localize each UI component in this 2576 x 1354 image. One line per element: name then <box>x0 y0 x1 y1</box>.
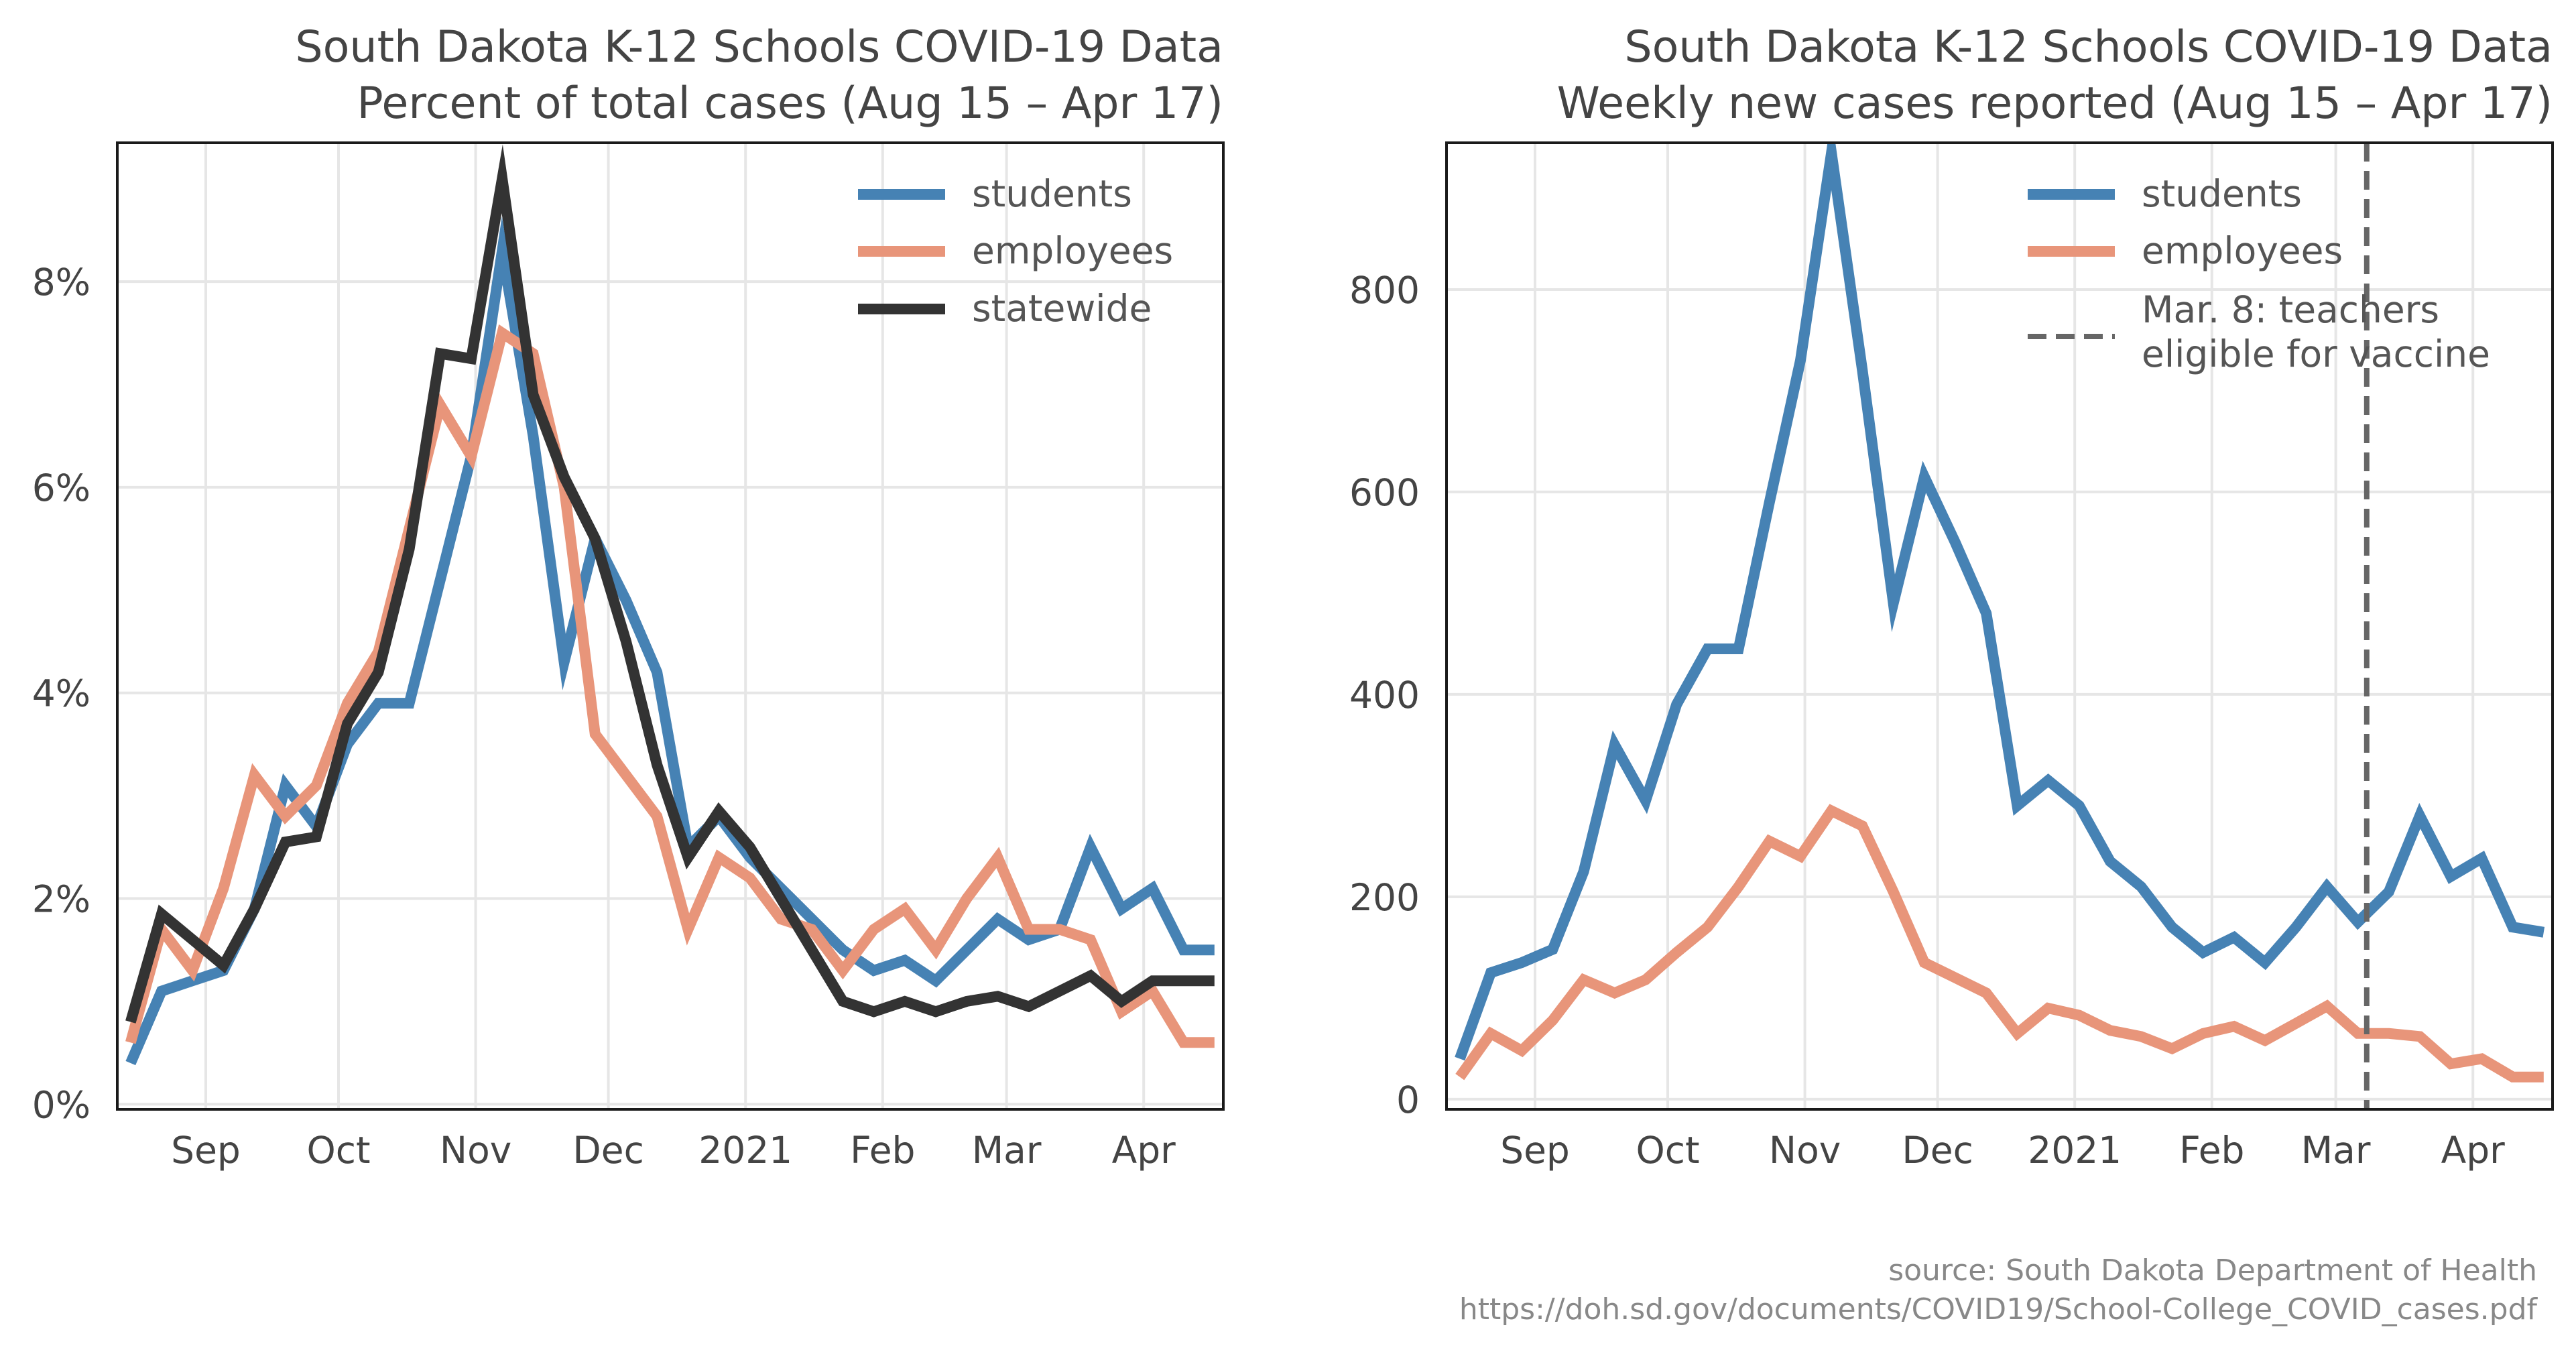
y-tick-label: 400 <box>1349 674 1420 717</box>
x-tick-label: Oct <box>306 1129 370 1172</box>
right-chart-legend: students employees Mar. 8: teachers elig… <box>2028 172 2490 375</box>
legend-label-vaccine-line-1: Mar. 8: teachers <box>2142 288 2439 331</box>
left-chart-legend: students employees statewide <box>858 172 1173 330</box>
y-tick-label: 8% <box>32 261 90 304</box>
legend-label-statewide: statewide <box>972 287 1152 330</box>
source-url: https://doh.sd.gov/documents/COVID19/Sch… <box>1459 1292 2538 1327</box>
x-tick-label: Feb <box>2179 1129 2244 1172</box>
legend-label-students: students <box>972 172 1132 215</box>
right-chart-lines <box>1455 143 2545 1109</box>
x-tick-label: Mar <box>2301 1129 2371 1172</box>
x-tick-label: Feb <box>850 1129 915 1172</box>
left-chart-frame <box>116 141 1225 1111</box>
y-tick-label: 0 <box>1396 1079 1420 1121</box>
series-line-employees <box>1455 804 2544 1083</box>
left-chart-x-ticks: Sep Oct Nov Dec 2021 Feb Mar Apr <box>171 1129 1176 1172</box>
legend-label-vaccine-line-2: eligible for vaccine <box>2142 332 2490 375</box>
y-tick-label: 200 <box>1349 876 1420 919</box>
legend-label-vaccine-line: Mar. 8: teachers eligible for vaccine <box>2142 288 2490 375</box>
series-line-students <box>125 217 1215 1066</box>
legend-label-employees: employees <box>2142 229 2343 272</box>
left-chart-lines <box>125 144 1215 1066</box>
y-tick-label: 600 <box>1349 471 1420 514</box>
legend-label-students: students <box>2142 172 2302 215</box>
y-tick-label: 6% <box>32 467 90 509</box>
x-tick-label: Dec <box>1902 1129 1973 1172</box>
right-chart-title: South Dakota K-12 Schools COVID-19 Data <box>1624 22 2553 72</box>
right-chart-y-ticks: 0 200 400 600 800 <box>1349 269 1420 1121</box>
y-tick-label: 4% <box>32 672 90 715</box>
y-tick-label: 800 <box>1349 269 1420 312</box>
left-chart-y-ticks: 0% 2% 4% 6% 8% <box>32 261 90 1126</box>
right-chart-subtitle: Weekly new cases reported (Aug 15 – Apr … <box>1557 78 2553 129</box>
left-chart-panel: South Dakota K-12 Schools COVID-19 Data … <box>32 22 1225 1172</box>
legend-label-employees: employees <box>972 229 1173 272</box>
left-chart-subtitle: Percent of total cases (Aug 15 – Apr 17) <box>357 78 1223 129</box>
x-tick-label: Sep <box>171 1129 241 1172</box>
x-tick-label: Dec <box>572 1129 643 1172</box>
series-line-students <box>1455 143 2545 1061</box>
x-tick-label: Oct <box>1636 1129 1699 1172</box>
right-chart-x-ticks: Sep Oct Nov Dec 2021 Feb Mar Apr <box>1500 1129 2505 1172</box>
right-chart-frame <box>1445 141 2554 1111</box>
y-tick-label: 0% <box>32 1083 90 1126</box>
x-tick-label: 2021 <box>698 1129 792 1172</box>
right-chart-panel: South Dakota K-12 Schools COVID-19 Data … <box>1349 22 2554 1172</box>
x-tick-label: Apr <box>1112 1129 1176 1172</box>
source-note: source: South Dakota Department of Healt… <box>1888 1253 2537 1288</box>
left-chart-title: South Dakota K-12 Schools COVID-19 Data <box>295 22 1223 72</box>
x-tick-label: Mar <box>972 1129 1042 1172</box>
x-tick-label: Sep <box>1500 1129 1570 1172</box>
y-tick-label: 2% <box>32 878 90 921</box>
x-tick-label: Apr <box>2441 1129 2506 1172</box>
x-tick-label: Nov <box>440 1129 511 1172</box>
series-line-statewide <box>125 144 1215 1024</box>
x-tick-label: 2021 <box>2028 1129 2122 1172</box>
x-tick-label: Nov <box>1769 1129 1841 1172</box>
series-line-employees <box>125 324 1215 1048</box>
